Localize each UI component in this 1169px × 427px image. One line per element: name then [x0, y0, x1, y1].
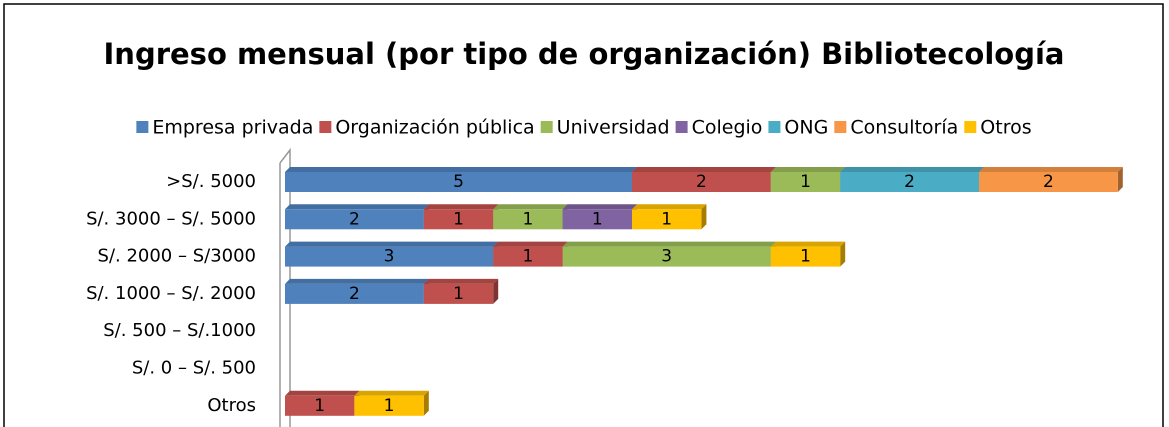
data-label: 1 — [453, 284, 464, 304]
category-label: S/. 3000 – S/. 5000 — [86, 208, 256, 229]
data-label: 1 — [800, 172, 811, 192]
bar-side — [423, 390, 429, 416]
bar — [493, 246, 563, 267]
data-label: 2 — [904, 172, 915, 192]
legend-label: Consultoría — [850, 117, 958, 139]
bar-top — [285, 204, 429, 210]
bar-top — [979, 167, 1123, 172]
category-label: S/. 2000 – S/3000 — [98, 246, 256, 267]
bar-top — [632, 167, 776, 172]
bar-top — [840, 167, 984, 172]
bar — [979, 172, 1118, 192]
bar-top — [770, 167, 846, 172]
bar — [493, 209, 563, 230]
data-label: 3 — [661, 247, 672, 267]
bar — [423, 209, 494, 230]
legend-swatch — [136, 121, 149, 133]
bar-top — [770, 241, 846, 247]
bar — [285, 395, 355, 416]
legend-label: Organización pública — [335, 117, 534, 139]
legend-swatch — [540, 121, 553, 133]
data-label: 1 — [592, 209, 603, 229]
data-label: 1 — [800, 247, 811, 267]
bar-top — [493, 241, 568, 247]
category-label: Otros — [207, 395, 256, 416]
legend-swatch — [675, 121, 688, 133]
bar-side — [1117, 167, 1123, 192]
bar-side — [701, 204, 707, 230]
bar-top — [354, 390, 429, 396]
bar-top — [285, 390, 360, 396]
bar-top — [562, 204, 637, 210]
bar-top — [285, 167, 637, 172]
bar — [632, 172, 771, 192]
category-label: S/. 1000 – S/. 2000 — [86, 283, 256, 304]
bar-top — [423, 278, 499, 284]
legend-label: Colegio — [692, 117, 763, 139]
bar — [562, 246, 771, 267]
legend-swatch — [964, 121, 977, 133]
legend-label: Otros — [980, 117, 1031, 139]
legend-swatch — [319, 121, 332, 133]
bar — [285, 209, 424, 230]
legend-swatch — [768, 121, 781, 133]
bar — [285, 246, 494, 267]
category-label: S/. 500 – S/.1000 — [103, 320, 256, 341]
category-label: >S/. 5000 — [166, 171, 256, 192]
bar — [562, 209, 632, 230]
category-label: S/. 0 – S/. 500 — [132, 358, 256, 379]
data-label: 5 — [453, 172, 464, 192]
bar-top — [632, 204, 707, 210]
bar-top — [493, 204, 568, 210]
data-label: 2 — [696, 172, 707, 192]
bar-top — [285, 278, 429, 284]
legend-label: ONG — [784, 117, 828, 139]
legend-swatch — [834, 121, 847, 133]
data-label: 1 — [661, 209, 672, 229]
axis-wall — [279, 147, 291, 427]
bar-top — [285, 241, 499, 247]
chart-title: Ingreso mensual (por tipo de organizació… — [104, 37, 1065, 71]
bar — [770, 172, 841, 192]
data-label: 1 — [314, 396, 325, 416]
bar — [354, 395, 424, 416]
bar-top — [562, 241, 776, 247]
bar — [285, 172, 632, 192]
data-label: 1 — [453, 209, 464, 229]
data-label: 3 — [384, 247, 395, 267]
bar — [285, 283, 424, 304]
bar-side — [493, 278, 499, 304]
legend-label: Empresa privada — [152, 117, 313, 139]
data-label: 2 — [349, 209, 360, 229]
bar-top — [423, 204, 499, 210]
bar — [632, 209, 702, 230]
data-label: 2 — [1043, 172, 1054, 192]
data-label: 2 — [349, 284, 360, 304]
bar — [770, 246, 841, 267]
bar — [423, 283, 494, 304]
bar-side — [840, 241, 846, 267]
bar — [840, 172, 979, 192]
data-label: 1 — [522, 209, 533, 229]
data-label: 1 — [384, 396, 395, 416]
data-label: 1 — [522, 247, 533, 267]
legend-label: Universidad — [557, 117, 670, 139]
